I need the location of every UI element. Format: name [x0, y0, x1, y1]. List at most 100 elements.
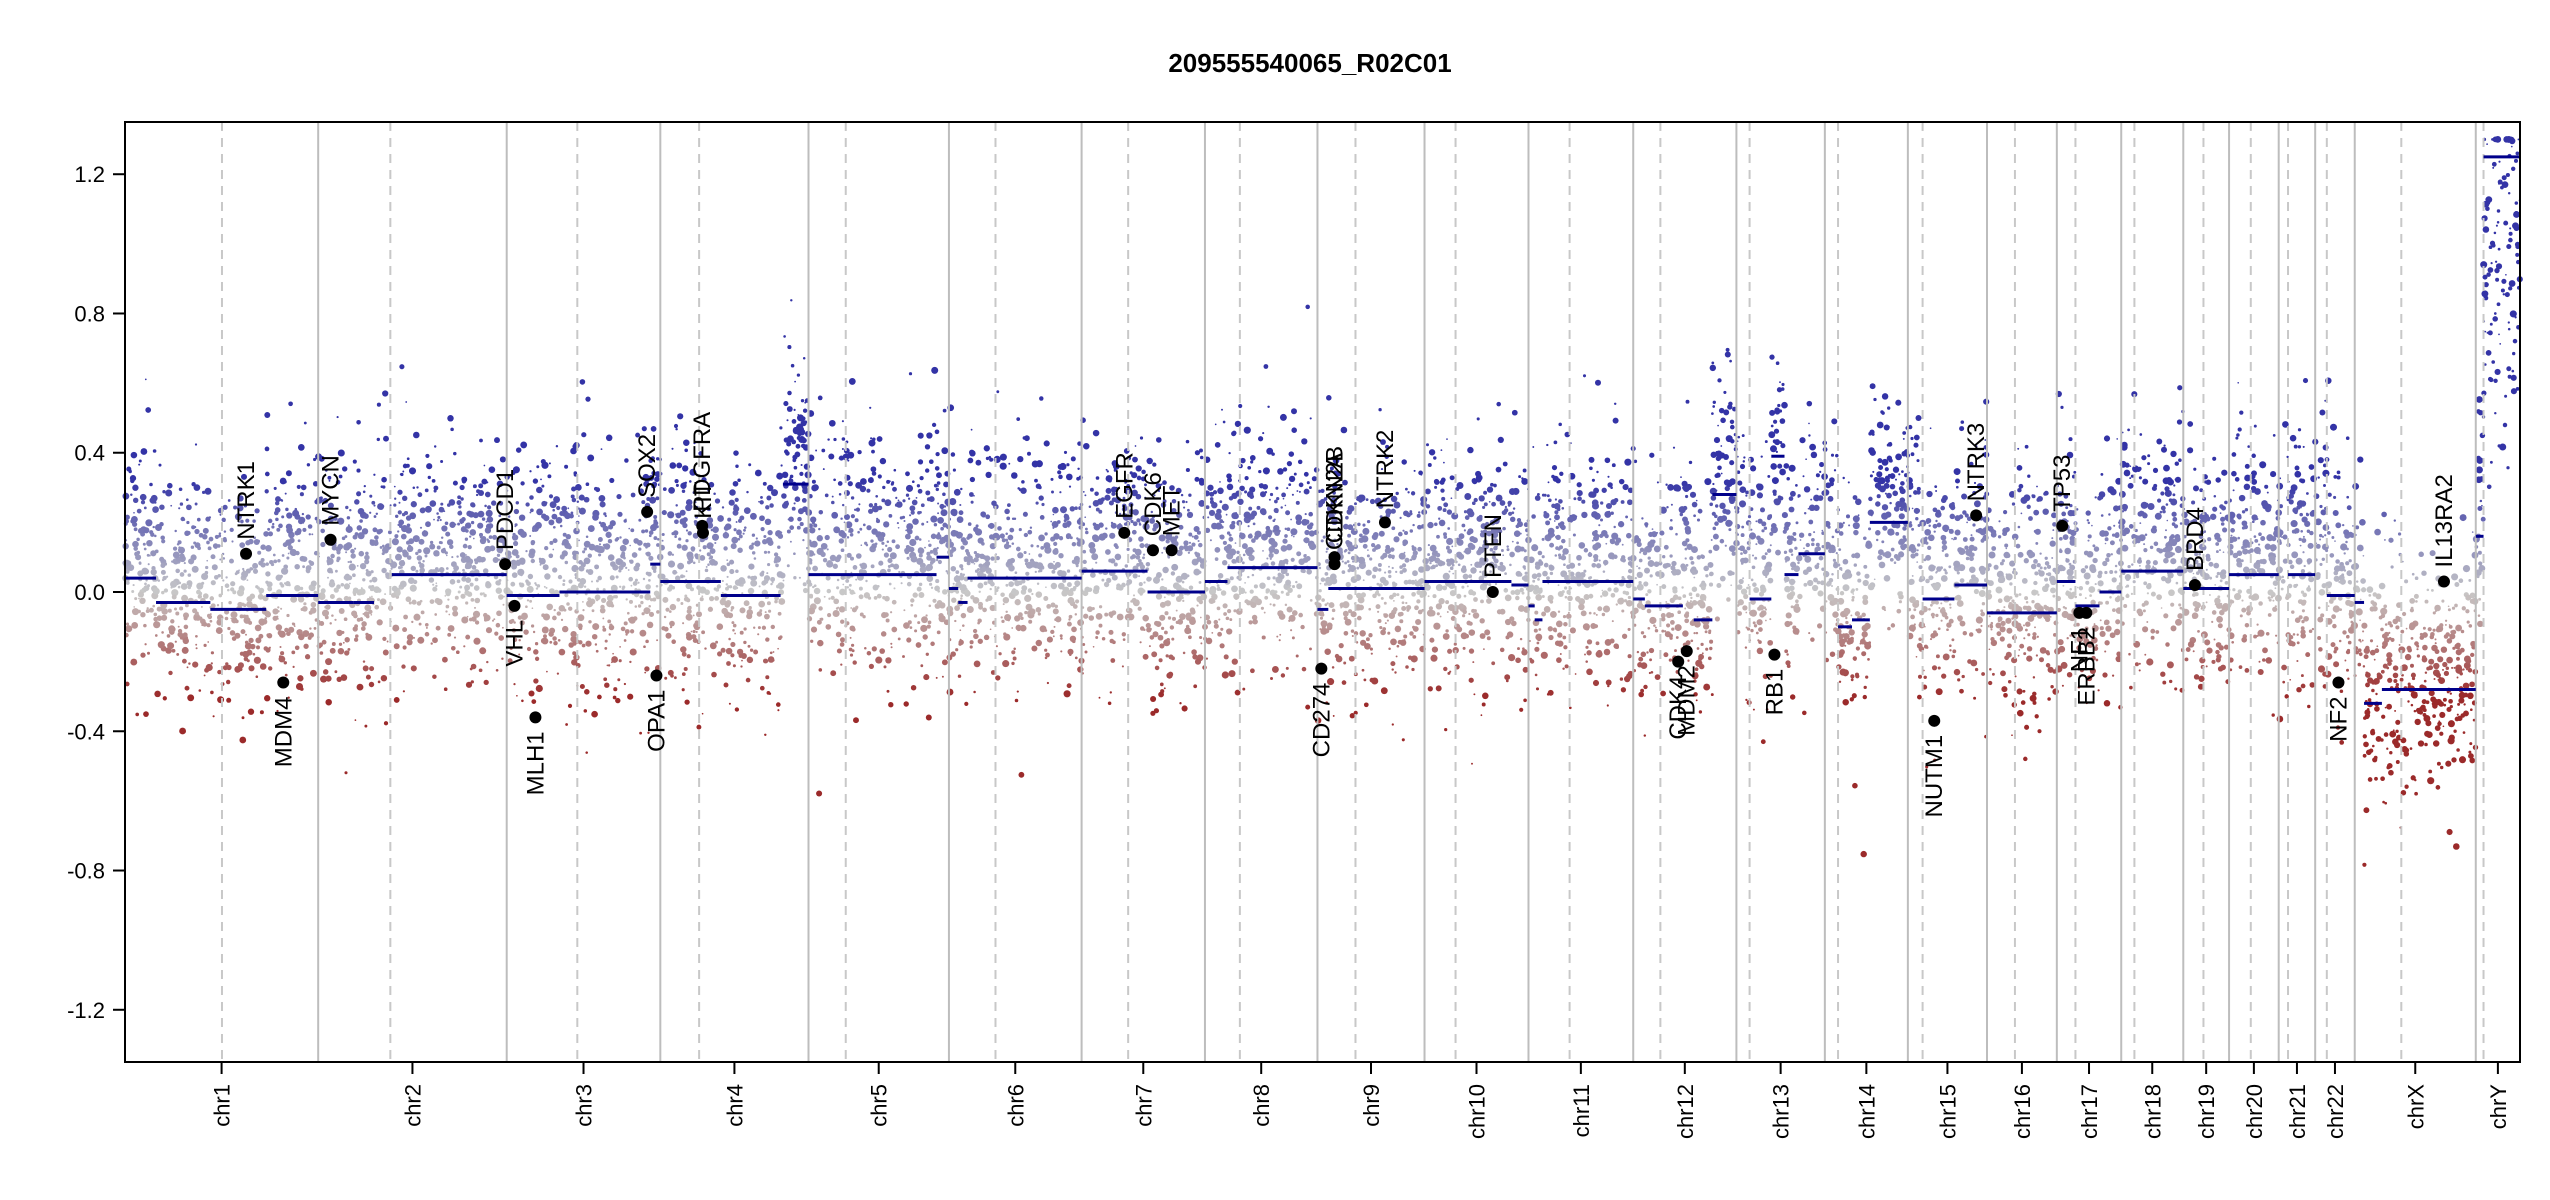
probe-dot: [1045, 586, 1047, 589]
probe-dot: [1502, 461, 1508, 467]
probe-dot: [469, 582, 474, 587]
probe-dot: [643, 480, 650, 488]
probe-dot: [1168, 654, 1174, 660]
probe-dot: [356, 617, 361, 622]
probe-dot: [483, 679, 489, 686]
probe-dot: [1185, 500, 1188, 504]
probe-dot: [919, 566, 927, 574]
probe-dot: [1552, 533, 1556, 537]
probe-dot: [510, 559, 517, 566]
probe-dot: [297, 596, 305, 603]
probe-dot: [259, 663, 267, 670]
probe-dot: [1169, 625, 1175, 630]
probe-dot: [1108, 611, 1114, 618]
probe-dot: [598, 543, 602, 546]
probe-dot: [1035, 501, 1039, 505]
probe-dot: [1240, 533, 1244, 537]
probe-dot: [1038, 553, 1043, 558]
probe-dot: [424, 622, 429, 627]
probe-dot: [1377, 593, 1381, 597]
probe-dot: [783, 335, 786, 338]
probe-dot: [1024, 610, 1028, 615]
probe-dot: [1621, 543, 1624, 546]
probe-dot: [444, 551, 448, 555]
probe-dot: [731, 536, 739, 544]
probe-dot: [879, 648, 886, 654]
probe-dot: [761, 625, 767, 630]
probe-dot: [177, 546, 186, 554]
probe-dot: [778, 598, 786, 605]
probe-dot: [926, 575, 934, 582]
probe-dot: [309, 669, 317, 677]
probe-dot: [401, 664, 406, 669]
probe-dot: [1473, 693, 1476, 696]
probe-dot: [212, 567, 216, 570]
probe-dot: [1380, 555, 1385, 560]
probe-dot: [1000, 616, 1003, 619]
probe-dot: [653, 519, 658, 523]
probe-dot: [535, 583, 538, 586]
probe-dot: [1200, 642, 1203, 645]
probe-dot: [1403, 634, 1408, 639]
probe-dot: [486, 660, 489, 664]
probe-dot: [352, 573, 356, 578]
probe-dot: [1093, 585, 1100, 592]
probe-dot: [258, 587, 265, 594]
probe-dot: [676, 597, 681, 602]
probe-dot: [956, 574, 958, 577]
probe-dot: [1116, 613, 1124, 621]
probe-dot: [1455, 551, 1463, 558]
probe-dot: [1196, 604, 1199, 607]
probe-dot: [1185, 439, 1190, 444]
probe-dot: [826, 560, 834, 568]
probe-dot: [485, 520, 488, 523]
probe-dot: [1627, 568, 1633, 574]
probe-dot: [635, 432, 641, 438]
probe-dot: [1300, 568, 1305, 573]
probe-dot: [559, 524, 563, 528]
probe-dot: [536, 486, 543, 494]
probe-dot: [1561, 507, 1565, 510]
probe-dot: [774, 555, 782, 563]
probe-dot: [465, 562, 472, 570]
probe-dot: [1534, 610, 1539, 615]
probe-dot: [239, 651, 245, 656]
probe-dot: [1490, 482, 1494, 487]
probe-dot: [215, 627, 223, 635]
probe-dot: [1611, 620, 1614, 623]
probe-dot: [696, 724, 702, 730]
probe-dot: [1207, 516, 1210, 519]
probe-dot: [1483, 490, 1488, 495]
probe-dot: [419, 526, 423, 529]
probe-dot: [1519, 707, 1524, 712]
probe-dot: [1321, 598, 1325, 602]
probe-dot: [1164, 600, 1172, 607]
probe-dot: [643, 607, 651, 615]
probe-dot: [1521, 591, 1525, 595]
probe-dot: [309, 561, 315, 566]
probe-dot: [684, 699, 690, 705]
probe-dot: [813, 553, 816, 556]
probe-dot: [152, 587, 160, 595]
probe-dot: [1511, 409, 1518, 416]
probe-dot: [498, 635, 505, 641]
probe-dot: [445, 531, 451, 537]
probe-dot: [888, 702, 894, 708]
probe-dot: [1248, 620, 1253, 625]
probe-dot: [1155, 593, 1163, 600]
probe-dot: [143, 623, 147, 628]
probe-dot: [1236, 550, 1240, 555]
probe-dot: [1598, 559, 1601, 562]
probe-dot: [200, 605, 203, 608]
probe-dot: [457, 510, 463, 516]
probe-dot: [1462, 646, 1466, 650]
probe-dot: [629, 629, 635, 634]
probe-dot: [668, 610, 672, 613]
probe-dot: [1209, 500, 1215, 505]
probe-dot: [957, 674, 962, 678]
probe-dot: [638, 518, 642, 522]
probe-dot: [1273, 507, 1279, 513]
probe-dot: [1067, 525, 1070, 528]
probe-dot: [868, 663, 875, 670]
probe-dot: [1469, 544, 1476, 550]
